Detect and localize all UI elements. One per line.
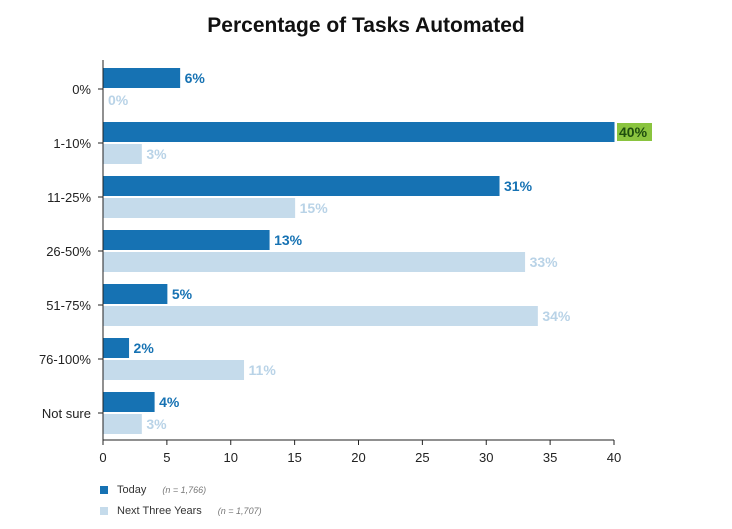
x-tick-label-30: 30 <box>479 450 493 465</box>
legend-item-today: Today (n = 1,766) <box>100 479 262 500</box>
y-tick-label-not-sure: Not sure <box>42 406 91 421</box>
data-label-today-1-10: 40% <box>619 124 648 140</box>
legend-note-today: (n = 1,766) <box>162 484 207 495</box>
bar-today-26-50 <box>103 230 270 250</box>
data-label-next-three-years-0: 0% <box>108 92 129 108</box>
legend-label-today: Today <box>117 483 147 496</box>
x-tick-label-20: 20 <box>351 450 365 465</box>
y-tick-label-76-100: 76-100% <box>39 352 91 367</box>
data-label-next-three-years-51-75: 34% <box>542 308 571 324</box>
y-tick-label-0: 0% <box>72 82 91 97</box>
y-tick-label-11-25: 11-25% <box>47 190 91 205</box>
legend-label-next-three-years: Next Three Years <box>117 504 202 517</box>
data-label-today-26-50: 13% <box>274 232 303 248</box>
legend-note-next-three-years: (n = 1,707) <box>217 505 262 516</box>
data-label-next-three-years-1-10: 3% <box>146 146 167 162</box>
legend-item-next-three-years: Next Three Years (n = 1,707) <box>100 500 262 521</box>
bar-next-three-years-26-50 <box>103 252 526 272</box>
bar-today-11-25 <box>103 176 500 196</box>
bar-next-three-years-51-75 <box>103 306 538 326</box>
chart-title: Percentage of Tasks Automated <box>207 14 525 37</box>
bar-next-three-years-not-sure <box>103 414 142 434</box>
data-label-next-three-years-not-sure: 3% <box>146 416 167 432</box>
y-tick-label-1-10: 1-10% <box>53 136 91 151</box>
x-tick-label-0: 0 <box>99 450 106 465</box>
x-tick-label-25: 25 <box>415 450 429 465</box>
x-tick-label-40: 40 <box>607 450 621 465</box>
data-label-highlight-today-1-10 <box>617 123 652 141</box>
data-label-today-51-75: 5% <box>172 286 193 302</box>
y-tick-label-51-75: 51-75% <box>46 298 91 313</box>
legend-swatch-next-three-years <box>100 506 108 515</box>
bar-next-three-years-1-10 <box>103 144 142 164</box>
bar-today-51-75 <box>103 284 168 304</box>
x-tick-label-5: 5 <box>163 450 170 465</box>
bar-today-0 <box>103 68 181 88</box>
data-label-today-76-100: 2% <box>134 340 155 356</box>
data-label-next-three-years-26-50: 33% <box>530 254 559 270</box>
x-tick-label-35: 35 <box>543 450 557 465</box>
legend-swatch-today <box>100 485 108 494</box>
bar-today-1-10 <box>103 122 615 142</box>
x-tick-label-15: 15 <box>287 450 301 465</box>
legend: Today (n = 1,766) Next Three Years (n = … <box>100 479 262 521</box>
y-tick-label-26-50: 26-50% <box>46 244 91 259</box>
data-label-today-0: 6% <box>185 70 206 86</box>
data-label-today-11-25: 31% <box>504 178 533 194</box>
x-tick-label-10: 10 <box>224 450 238 465</box>
data-label-today-not-sure: 4% <box>159 394 180 410</box>
data-label-next-three-years-11-25: 15% <box>300 200 329 216</box>
bar-today-76-100 <box>103 338 130 358</box>
bar-today-not-sure <box>103 392 155 412</box>
data-label-next-three-years-76-100: 11% <box>249 362 277 378</box>
bar-next-three-years-76-100 <box>103 360 245 380</box>
bar-next-three-years-11-25 <box>103 198 296 218</box>
